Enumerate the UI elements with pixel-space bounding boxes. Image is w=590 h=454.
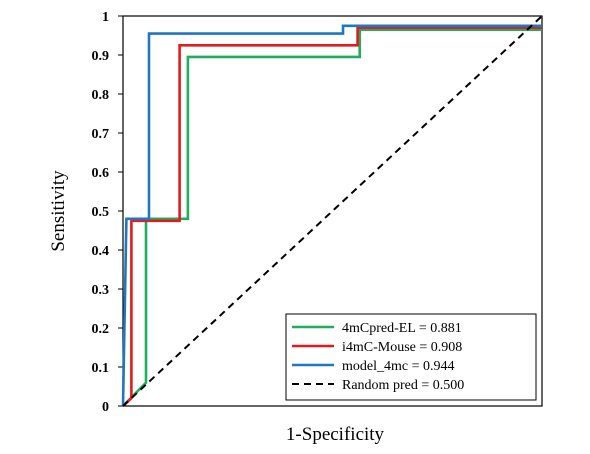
y-tick-label: 0.7 — [92, 127, 110, 142]
y-tick-label: 0.3 — [92, 283, 110, 298]
legend-items: 4mCpred-EL = 0.881 i4mC-Mouse = 0.908 mode… — [292, 321, 464, 393]
y-tick-label: 0.8 — [92, 88, 110, 103]
legend-label-0: 4mCpred-EL = 0.881 — [342, 321, 462, 336]
y-tick-label: 0.4 — [92, 244, 110, 259]
y-tick-label: 0.6 — [92, 166, 110, 181]
series-line-1 — [122, 26, 542, 407]
legend-label-2: model_4mc = 0.944 — [342, 359, 455, 374]
legend: 4mCpred-EL = 0.881 i4mC-Mouse = 0.908 mode… — [285, 313, 537, 401]
y-axis-ticks: 0 0.1 0.2 0.3 0.4 0.5 0.6 0.7 0.8 0.9 1 — [92, 10, 123, 415]
series-lines — [121, 15, 543, 407]
legend-box — [285, 313, 537, 401]
series-line-0 — [122, 28, 542, 407]
y-tick-label: 1 — [102, 10, 109, 25]
series-line-2 — [121, 24, 542, 407]
y-tick-label: 0.2 — [92, 322, 110, 337]
y-tick-label: 0.9 — [92, 49, 110, 64]
y-tick-label: 0.1 — [92, 361, 110, 376]
x-axis-label: 1-Specificity — [286, 424, 385, 445]
y-tick-label: 0.5 — [92, 205, 110, 220]
y-tick-label: 0 — [102, 400, 109, 415]
y-axis-label: Sensitivity — [48, 170, 69, 252]
legend-label-3: Random pred = 0.500 — [342, 378, 464, 393]
legend-label-1: i4mC-Mouse = 0.908 — [342, 340, 462, 355]
